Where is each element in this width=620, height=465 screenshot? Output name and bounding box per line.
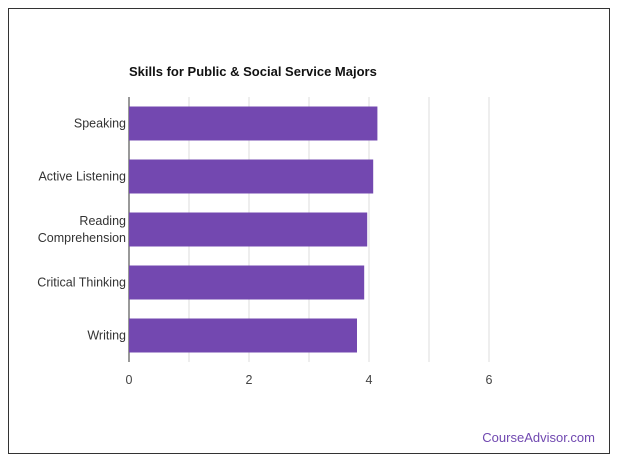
chart-frame: CourseAdvisor.com [8,8,610,454]
credit-link[interactable]: CourseAdvisor.com [482,430,595,445]
